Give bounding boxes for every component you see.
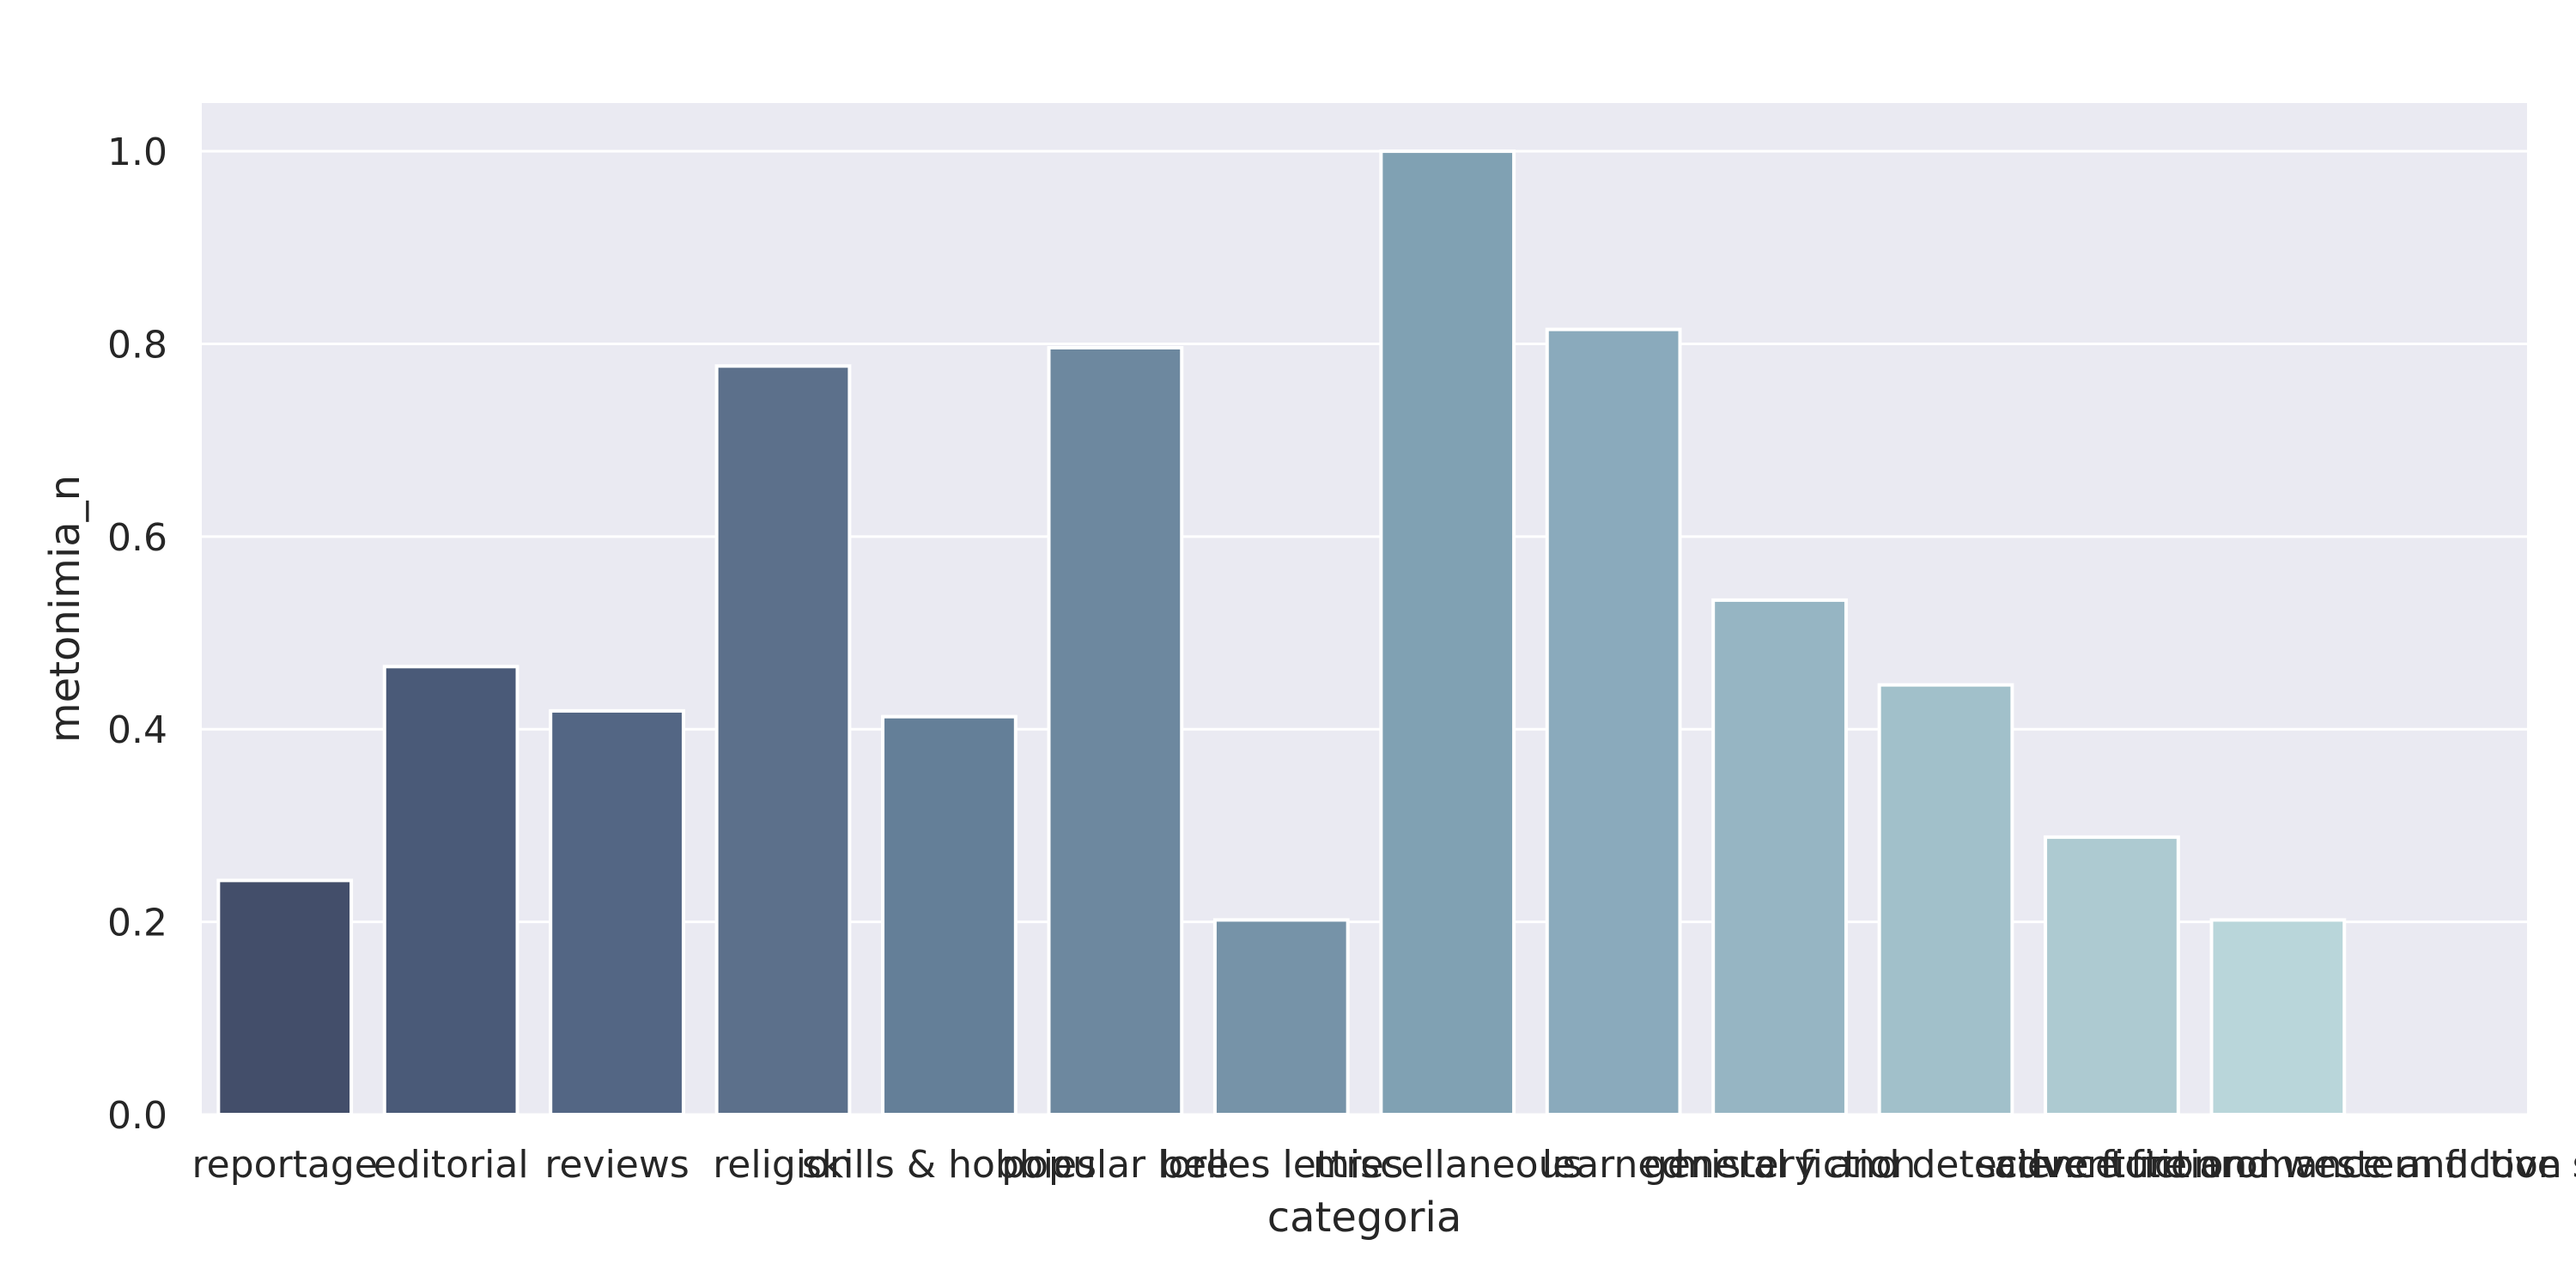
x-tick-label: adventure and western fiction [1994,1143,2562,1187]
bar [1379,149,1516,1117]
y-tick-label: 0.8 [107,323,167,367]
x-tick-label: miscellaneous [1313,1143,1582,1187]
x-tick-label: romance and love story [2221,1143,2576,1187]
x-tick-label: learned [1542,1143,1685,1187]
x-tick-label: reviews [544,1143,689,1187]
x-tick-label: popular lore [1001,1143,1229,1187]
bar [216,878,354,1117]
y-tick-label: 0.0 [107,1094,167,1138]
bar [1047,345,1184,1116]
bar [2044,835,2180,1116]
y-tick-label: 0.2 [107,902,167,945]
y-axis-ticks: 0.0 0.2 0.4 0.6 0.8 1.0 [107,131,167,1138]
x-tick-label: general fiction [1643,1143,1916,1187]
bar [1545,327,1682,1116]
x-tick-label: religion [713,1143,854,1187]
bars [216,149,2347,1117]
bar [1212,918,1350,1116]
bar [549,708,685,1116]
bar [382,665,519,1116]
x-tick-label: reportage [192,1143,378,1187]
x-axis-title: categoria [1267,1194,1461,1242]
bar [2209,918,2347,1116]
bar [1711,598,1848,1116]
y-tick-label: 0.4 [107,708,167,752]
x-tick-label: mistery and detective fiction [1674,1143,2218,1187]
y-tick-label: 1.0 [107,131,167,174]
x-tick-label: belles lettres [1159,1143,1403,1187]
x-tick-label: science fiction [1977,1143,2248,1187]
x-tick-label: editorial [374,1143,529,1187]
y-axis-title: metonimia_n [41,475,89,743]
bar [1877,683,2014,1117]
y-tick-label: 0.6 [107,516,167,560]
bar [714,364,852,1116]
bar [881,714,1018,1116]
x-tick-label: skills & hobbies [802,1143,1097,1187]
